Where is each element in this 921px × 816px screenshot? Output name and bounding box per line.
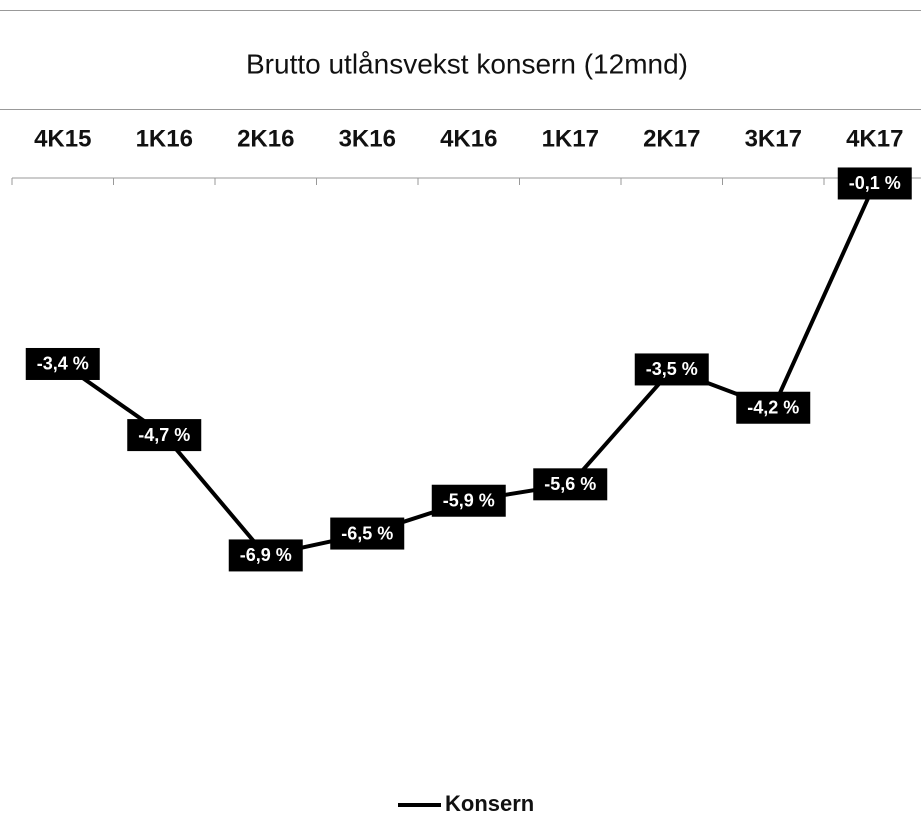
legend-label: Konsern (445, 791, 534, 816)
data-label-box (25, 347, 100, 380)
x-tick-label: 4K15 (34, 125, 91, 152)
data-label-box (228, 539, 303, 572)
data-label: -6,5 % (341, 523, 393, 543)
data-label-box (837, 167, 912, 200)
data-label: -6,9 % (240, 545, 292, 565)
chart-title: Brutto utlånsvekst konsern (12mnd) (246, 48, 688, 79)
data-label-box (431, 484, 506, 517)
data-label-box (634, 353, 709, 386)
data-label: -0,1 % (849, 173, 901, 193)
x-tick-label: 3K16 (339, 125, 396, 152)
x-tick-label: 2K17 (643, 125, 700, 152)
data-label-box (533, 468, 608, 501)
x-tick-label: 3K17 (745, 125, 802, 152)
x-tick-label: 4K17 (846, 125, 903, 152)
data-label-box (127, 419, 202, 452)
data-label: -4,7 % (138, 425, 190, 445)
data-label: -5,6 % (544, 474, 596, 494)
data-label: -3,4 % (37, 354, 89, 374)
data-label: -4,2 % (747, 397, 799, 417)
x-tick-label: 1K17 (542, 125, 599, 152)
x-tick-label: 2K16 (237, 125, 294, 152)
x-tick-label: 1K16 (136, 125, 193, 152)
data-label-box (736, 391, 811, 424)
data-label: -3,5 % (646, 359, 698, 379)
data-label: -5,9 % (443, 490, 495, 510)
x-tick-label: 4K16 (440, 125, 497, 152)
data-label-box (330, 517, 405, 550)
